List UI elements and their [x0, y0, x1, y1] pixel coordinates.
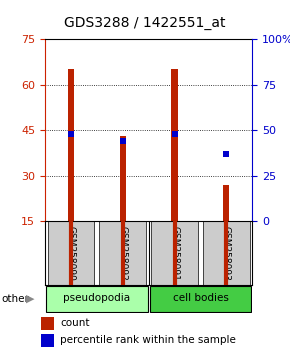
Bar: [223, 185, 229, 221]
Bar: [151, 221, 198, 285]
Bar: [171, 69, 178, 221]
Bar: [41, 317, 54, 330]
Text: ▶: ▶: [26, 294, 35, 304]
Bar: [48, 221, 94, 285]
Bar: [46, 286, 148, 312]
Bar: [41, 334, 54, 347]
Bar: [203, 221, 250, 285]
Text: percentile rank within the sample: percentile rank within the sample: [61, 336, 236, 346]
Bar: [119, 136, 126, 221]
Bar: [99, 221, 146, 285]
Text: count: count: [61, 318, 90, 328]
Bar: [68, 69, 74, 221]
Bar: [150, 286, 251, 312]
Text: GSM258091: GSM258091: [170, 225, 179, 281]
Text: other: other: [1, 294, 29, 304]
Text: GDS3288 / 1422551_at: GDS3288 / 1422551_at: [64, 16, 226, 30]
Text: GSM258093: GSM258093: [222, 225, 231, 281]
Text: cell bodies: cell bodies: [173, 293, 229, 303]
Text: GSM258090: GSM258090: [66, 225, 75, 281]
Text: GSM258092: GSM258092: [118, 226, 127, 280]
Text: pseudopodia: pseudopodia: [63, 293, 130, 303]
